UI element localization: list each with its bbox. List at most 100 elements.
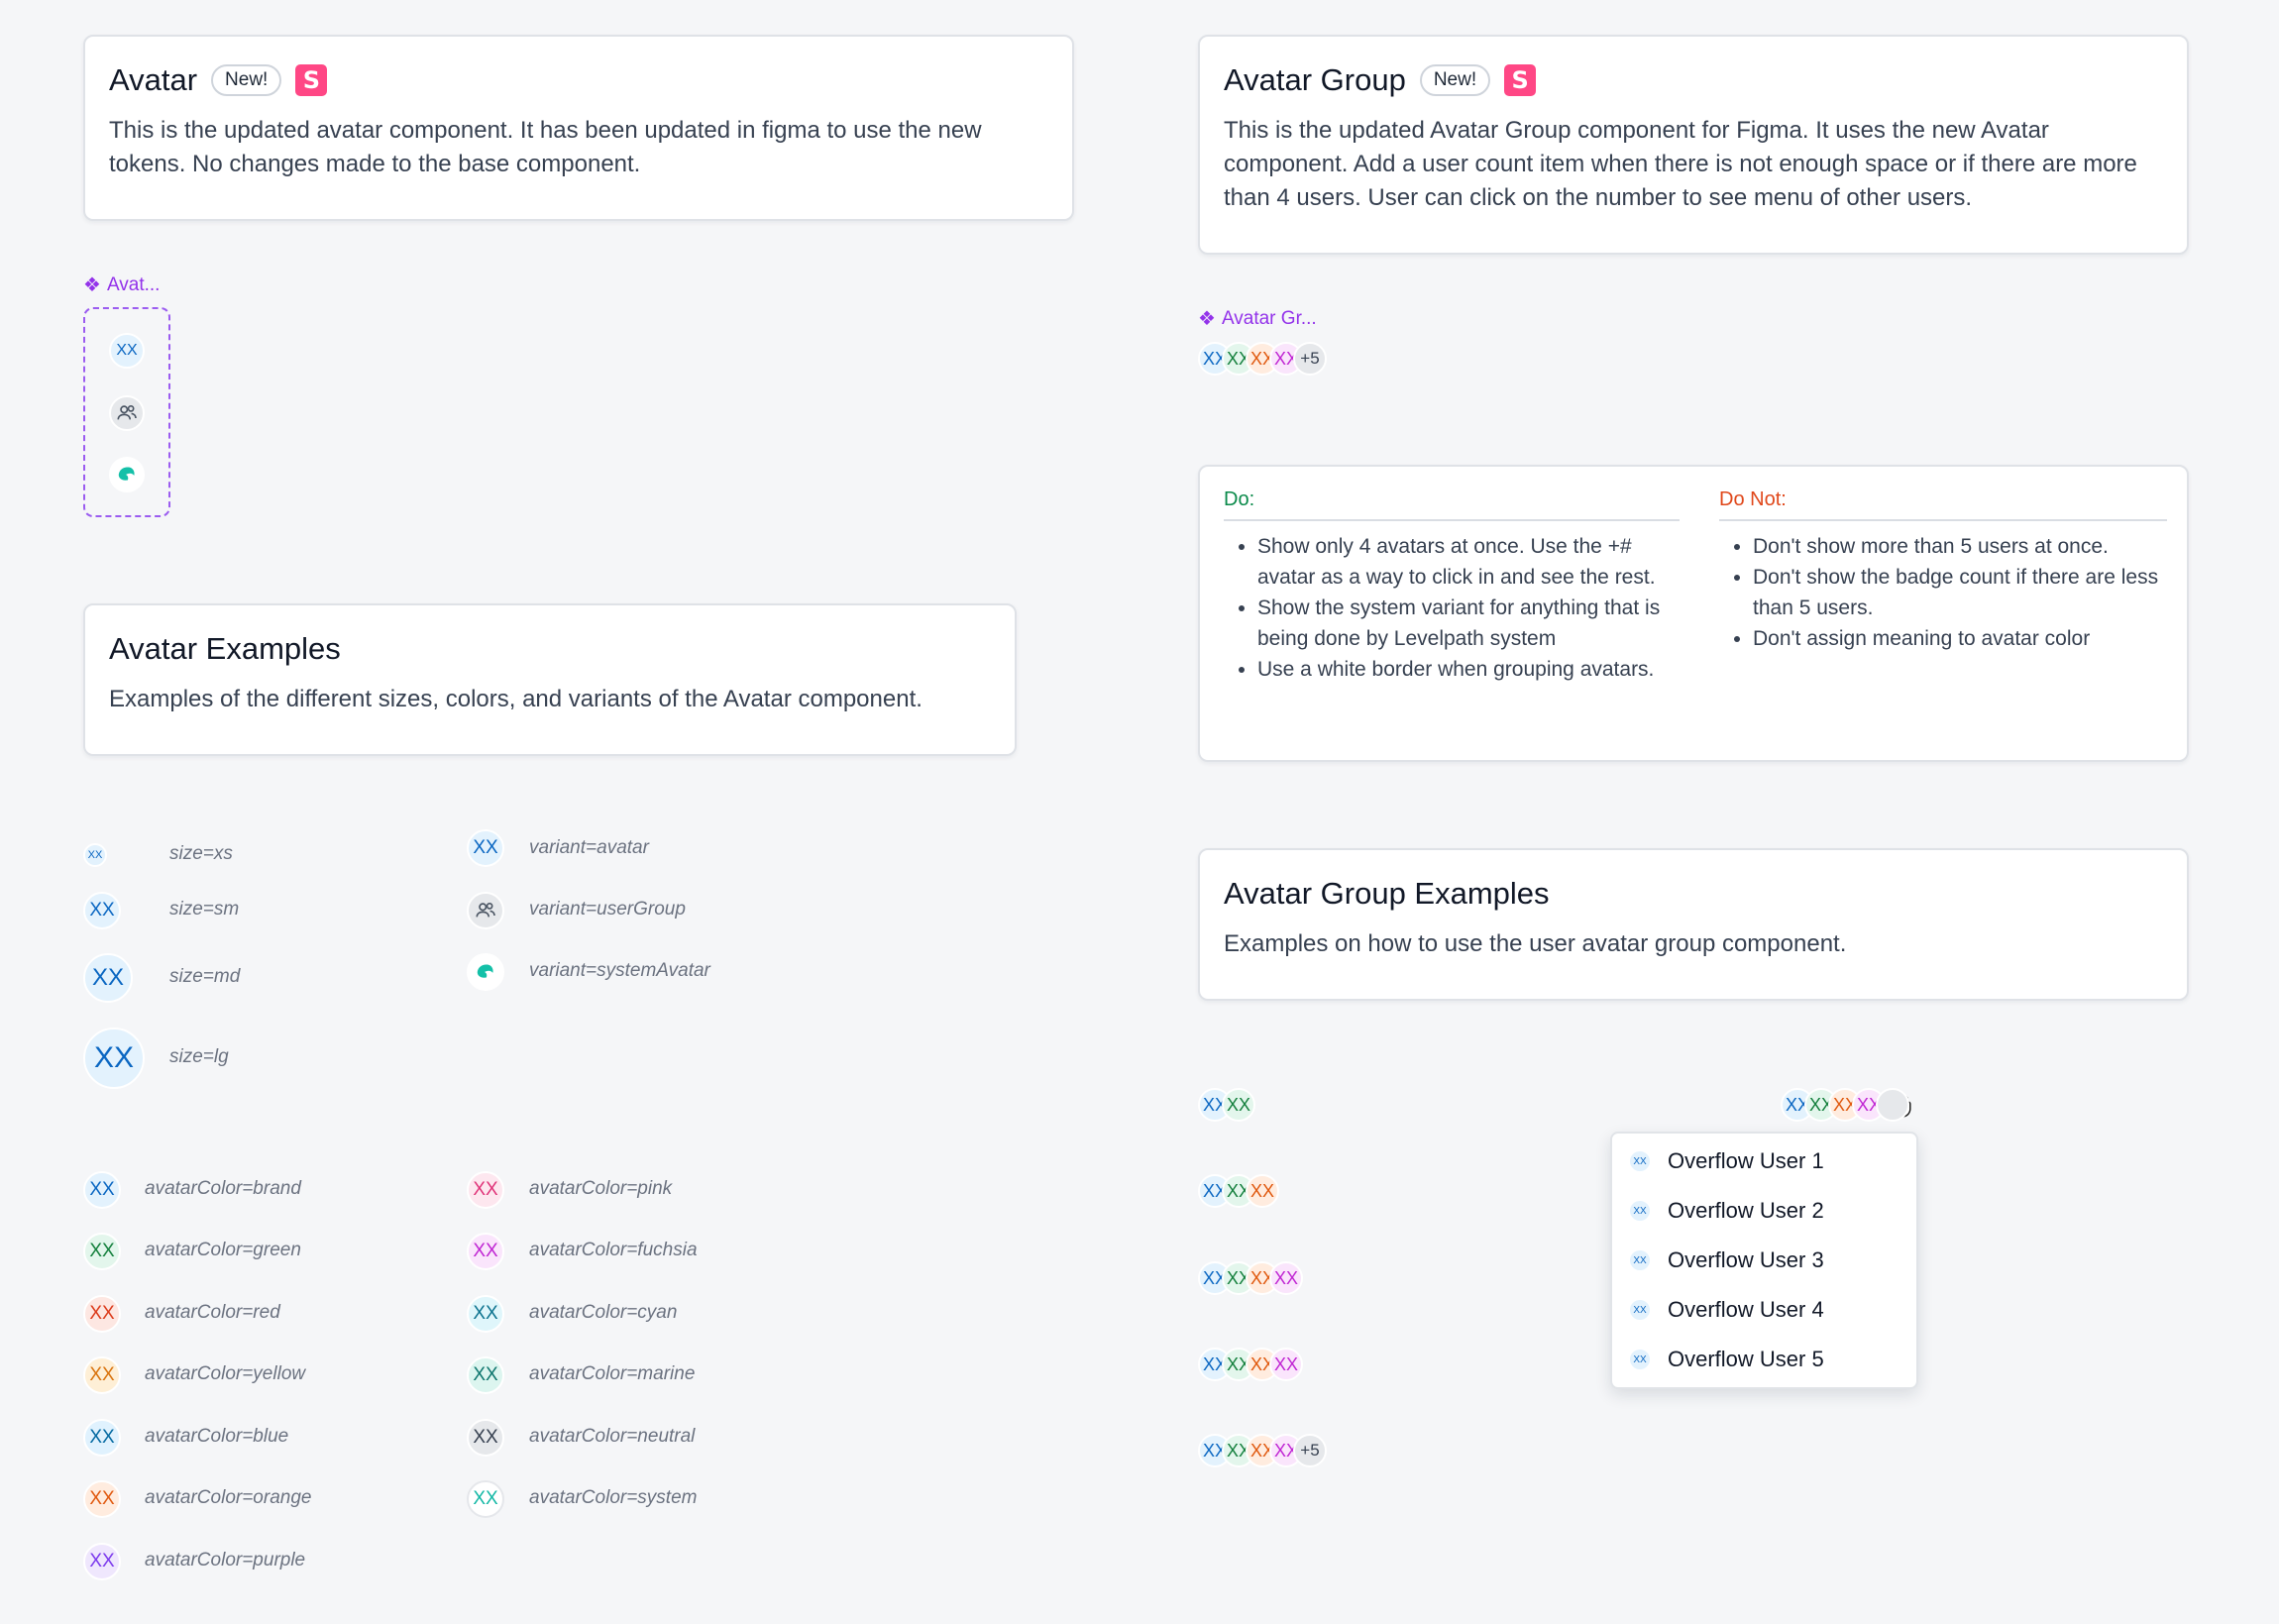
avatar-color-blue: XX [83,1419,121,1457]
color-label: avatarColor=blue [145,1426,289,1447]
avatar-md: XX [83,953,133,1003]
do-list: Show only 4 avatars at once. Use the +# … [1224,531,1680,685]
color-label: avatarColor=marine [529,1363,696,1384]
component-icon: ❖ [83,274,101,296]
avatar-group-examples-title: Avatar Group Examples [1224,876,1550,911]
avatar-xs: XX [1628,1298,1652,1322]
avatar-group-overflow: XX XX XX XX +5 [1198,1434,1327,1467]
avatar-xs: XX [1628,1149,1652,1173]
avatar-xs: XX [1628,1199,1652,1223]
size-label: size=lg [169,1046,229,1067]
avatar-color-orange: XX [83,1480,121,1518]
overflow-menu-item[interactable]: XX Overflow User 1 [1628,1148,1824,1174]
avatar-color-cyan: XX [467,1295,504,1333]
overflow-count-button[interactable]: +5 [1293,342,1327,376]
color-label: avatarColor=red [145,1302,280,1323]
new-badge: New! [1419,64,1491,96]
avatar-variant-avatar: XX [467,829,504,867]
avatar-group-4b: XX XX XX XX [1198,1348,1303,1381]
avatar-examples-title: Avatar Examples [109,631,341,666]
user-group-avatar [109,395,145,431]
avatar-xs: XX [1628,1248,1652,1272]
avatar-component-set [83,307,170,517]
list-item: Don't show more than 5 users at once. [1753,531,2167,562]
dont-list: Don't show more than 5 users at once. Do… [1719,531,2167,654]
avatar-color-green: XX [83,1233,121,1270]
avatar: XX [109,333,145,369]
size-label: size=xs [169,843,233,864]
size-label: size=sm [169,899,240,920]
avatar-color-neutral: XX [467,1419,504,1457]
do-dont-card: Do: Show only 4 avatars at once. Use the… [1198,465,2189,762]
avatar-sm: XX [83,892,121,929]
avatar-group-card-title: Avatar Group [1224,62,1406,97]
overflow-menu-item[interactable]: XX Overflow User 4 [1628,1297,1824,1323]
list-item: Use a white border when grouping avatars… [1257,654,1680,685]
avatar-group-examples-card: Avatar Group Examples Examples on how to… [1198,848,2189,1001]
group-avatar: XX [1269,1348,1303,1381]
avatar-variant-user-group [467,892,504,929]
avatar-group-4: XX XX XX XX [1198,1261,1303,1295]
color-label: avatarColor=purple [145,1550,306,1570]
overflow-menu-item[interactable]: XX Overflow User 3 [1628,1247,1824,1273]
users-icon [117,405,137,420]
avatar-color-yellow: XX [83,1356,121,1394]
size-label: size=md [169,966,241,987]
color-label: avatarColor=green [145,1240,301,1260]
color-label: avatarColor=fuchsia [529,1240,698,1260]
leaf-icon [477,964,493,978]
avatar-card-description: This is the updated avatar component. It… [109,117,982,177]
color-label: avatarColor=neutral [529,1426,696,1447]
avatar-color-purple: XX [83,1543,121,1580]
list-item: Don't assign meaning to avatar color [1753,623,2167,654]
storybook-icon[interactable]: S [1504,64,1537,96]
avatar-color-system: XX [467,1480,504,1518]
avatar-color-pink: XX [467,1171,504,1209]
avatar-xs: XX [1628,1348,1652,1371]
variant-label: variant=userGroup [529,899,686,920]
avatar-examples-description: Examples of the different sizes, colors,… [109,686,922,712]
avatar-group-open: XX XX XX XX [1781,1088,1909,1122]
overflow-menu-item[interactable]: XX Overflow User 5 [1628,1347,1824,1372]
avatar-card: Avatar New! S This is the updated avatar… [83,35,1074,221]
avatar-group-examples-description: Examples on how to use the user avatar g… [1224,930,1847,957]
avatar-group-2: XX XX [1198,1088,1255,1122]
overflow-count-button[interactable]: +5 [1293,1434,1327,1467]
avatar-color-brand: XX [83,1171,121,1209]
overflow-count-button[interactable] [1876,1088,1909,1122]
avatar-xs: XX [83,843,107,867]
avatar-group-card: Avatar Group New! S This is the updated … [1198,35,2189,255]
group-avatar: XX [1269,1261,1303,1295]
system-avatar [109,457,145,492]
avatar-group-component-label[interactable]: ❖ Avatar Gr... [1198,307,1317,331]
variant-label: variant=systemAvatar [529,960,710,981]
group-avatar: XX [1246,1174,1279,1208]
color-label: avatarColor=system [529,1487,698,1508]
avatar-lg: XX [83,1028,145,1089]
variant-label: variant=avatar [529,837,649,858]
users-icon [476,903,495,918]
do-title: Do: [1224,488,1680,521]
avatar-color-fuchsia: XX [467,1233,504,1270]
component-icon: ❖ [1198,308,1216,330]
avatar-card-title: Avatar [109,62,198,97]
avatar-group-card-description: This is the updated Avatar Group compone… [1224,117,2137,211]
avatar-variant-system [467,953,504,991]
avatar-examples-card: Avatar Examples Examples of the differen… [83,603,1017,756]
group-avatar: XX [1222,1088,1255,1122]
list-item: Show only 4 avatars at once. Use the +# … [1257,531,1680,593]
list-item: Show the system variant for anything tha… [1257,593,1680,654]
avatar-component-label[interactable]: ❖ Avat... [83,273,161,297]
storybook-icon[interactable]: S [295,64,328,96]
avatar-group: XX XX XX XX +5 [1198,342,1327,376]
color-label: avatarColor=pink [529,1178,673,1199]
dont-title: Do Not: [1719,488,2167,521]
overflow-menu-item[interactable]: XX Overflow User 2 [1628,1198,1824,1224]
color-label: avatarColor=brand [145,1178,301,1199]
avatar-group-3: XX XX XX [1198,1174,1279,1208]
avatar-color-red: XX [83,1295,121,1333]
color-label: avatarColor=orange [145,1487,312,1508]
avatar-color-marine: XX [467,1356,504,1394]
color-label: avatarColor=cyan [529,1302,678,1323]
new-badge: New! [211,64,282,96]
